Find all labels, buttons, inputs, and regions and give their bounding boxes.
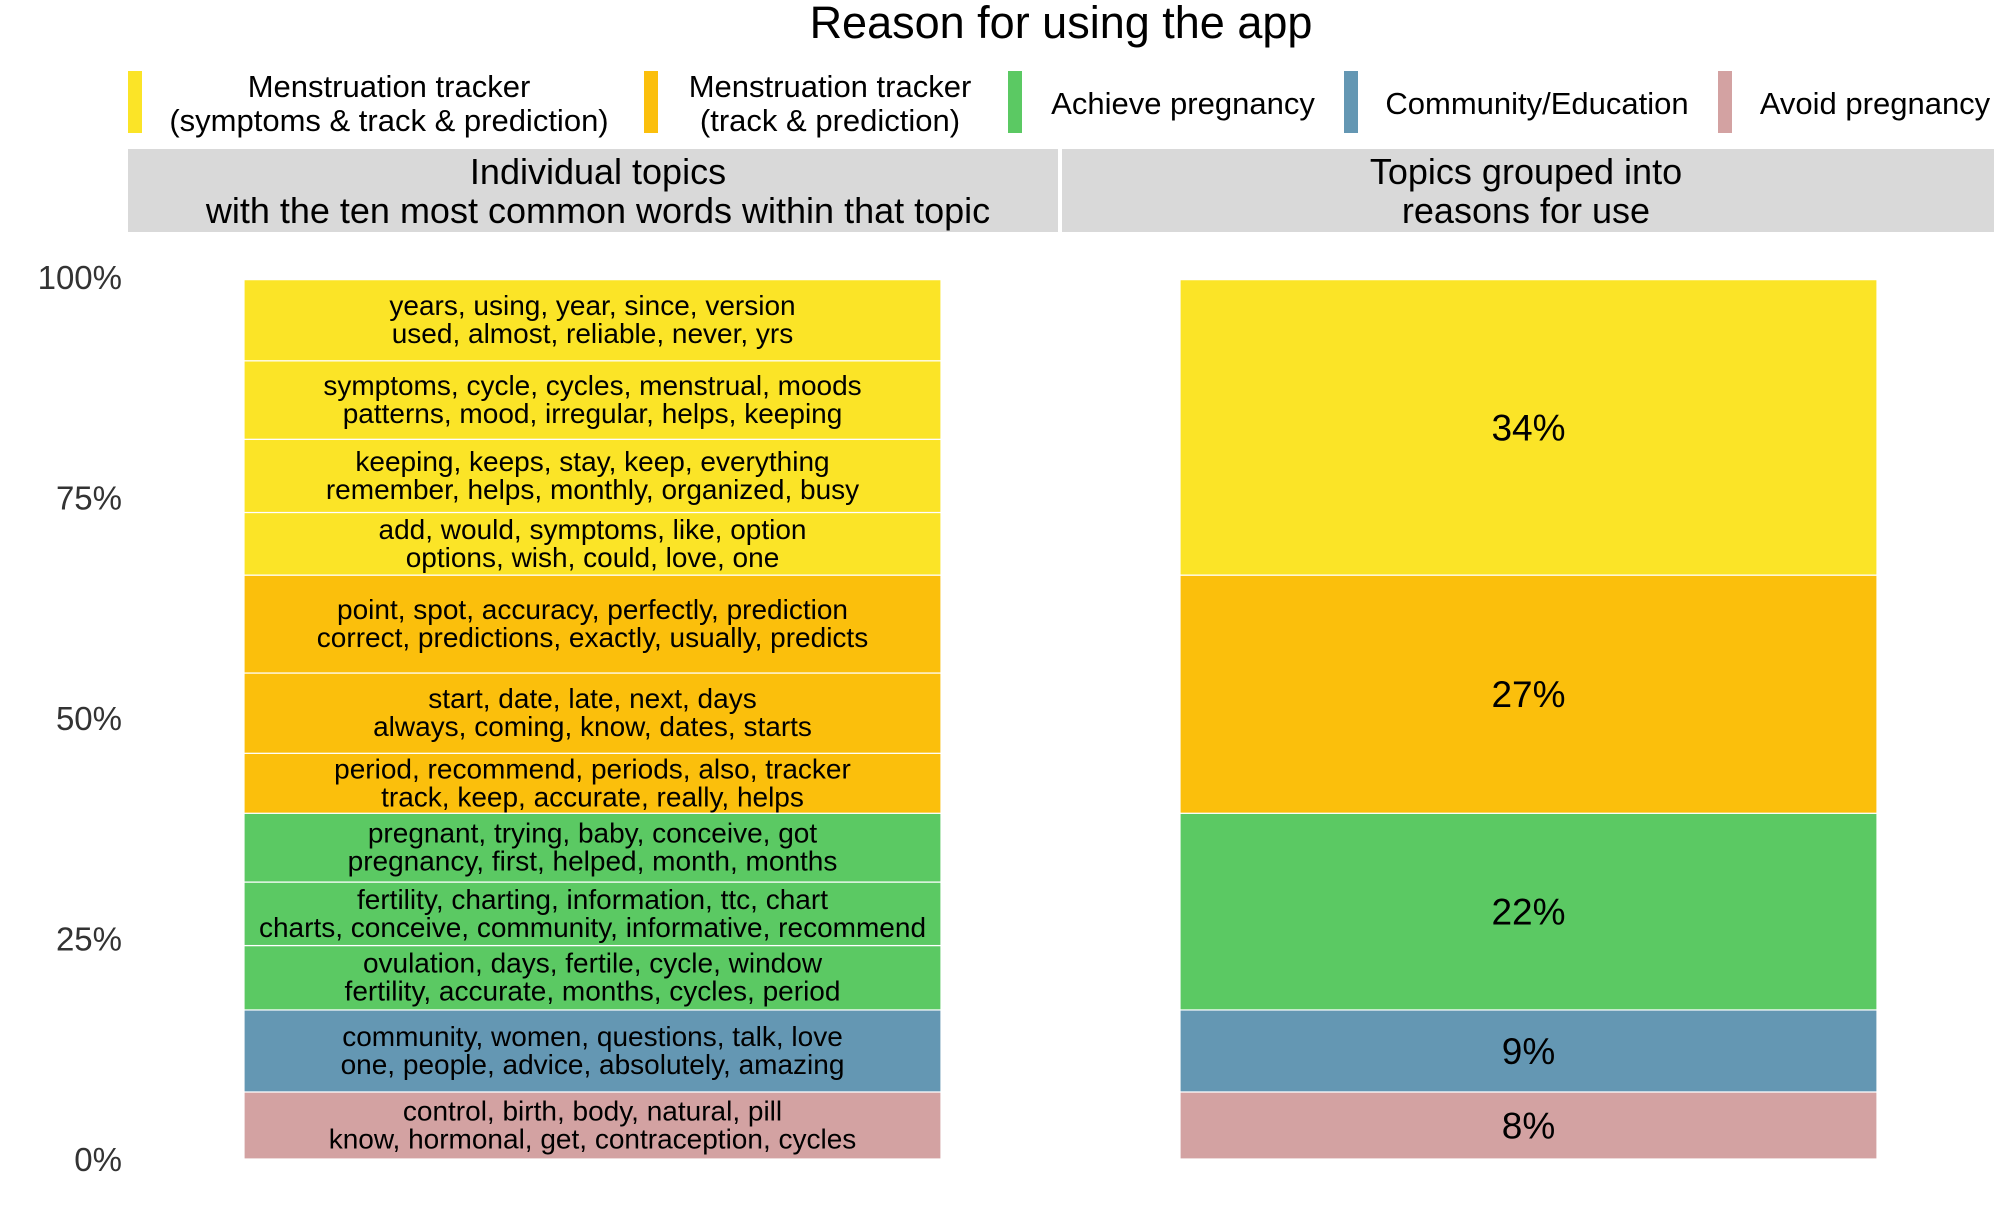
grouped-segment: 9% [1179, 1009, 1878, 1093]
topic-segment: add, would, symptoms, like, optionoption… [243, 511, 942, 576]
grouped-percent-label: 27% [1491, 674, 1565, 715]
topic-words-line: know, hormonal, get, contraception, cycl… [329, 1123, 857, 1154]
chart-title: Reason for using the app [810, 0, 1313, 48]
topic-bar-pregnancy [243, 812, 942, 883]
legend-label-track: Menstruation tracker [689, 69, 972, 104]
grouped-segment: 8% [1179, 1091, 1878, 1160]
topic-words-line: options, wish, could, love, one [406, 542, 780, 573]
topic-bar-pregnancy [243, 944, 942, 1011]
topic-words-line: one, people, advice, absolutely, amazing [341, 1049, 845, 1080]
legend-swatch-avoid [1718, 71, 1732, 133]
legend: Menstruation tracker(symptoms & track & … [128, 69, 1991, 138]
grouped-percent-label: 8% [1502, 1105, 1555, 1146]
y-tick-label: 50% [56, 700, 122, 737]
legend-swatch-symptoms [128, 71, 142, 133]
legend-item-symptoms: Menstruation tracker(symptoms & track & … [128, 69, 609, 138]
legend-label-community: Community/Education [1385, 86, 1688, 121]
topic-bar-symptoms [243, 438, 942, 514]
panel-header-label: Individual topics [470, 151, 726, 192]
legend-label-pregnancy: Achieve pregnancy [1051, 86, 1315, 121]
legend-swatch-community [1344, 71, 1358, 133]
topic-segment: years, using, year, since, versionused, … [243, 279, 942, 362]
topic-words-line: fertility, accurate, months, cycles, per… [345, 976, 841, 1007]
panel-header-background [128, 149, 1058, 232]
legend-item-community: Community/Education [1344, 71, 1689, 133]
topic-words-line: start, date, late, next, days [428, 683, 756, 714]
topic-words-line: charts, conceive, community, informative… [259, 912, 926, 943]
grouped-segment: 27% [1179, 574, 1878, 814]
topic-words-line: always, coming, know, dates, starts [373, 711, 812, 742]
y-tick-label: 0% [74, 1141, 122, 1178]
topic-words-line: correct, predictions, exactly, usually, … [317, 622, 868, 653]
topic-words-line: track, keep, accurate, really, helps [381, 781, 804, 812]
grouped-segment: 22% [1179, 812, 1878, 1011]
grouped-bar-symptoms [1179, 279, 1878, 576]
y-tick-label: 100% [38, 259, 122, 296]
individual-topics-stack: control, birth, body, natural, pillknow,… [243, 279, 942, 1160]
grouped-bar-community [1179, 1009, 1878, 1093]
legend-swatch-track [644, 71, 658, 133]
grouped-reasons-stack: 8% 9% 22% 27% 34% [1179, 279, 1878, 1160]
topic-segment: symptoms, cycle, cycles, menstrual, mood… [243, 360, 942, 440]
grouped-segment: 34% [1179, 279, 1878, 576]
y-tick-label: 25% [56, 921, 122, 958]
topic-segment: point, spot, accuracy, perfectly, predic… [243, 574, 942, 674]
topic-bar-track [243, 574, 942, 674]
y-axis: 0% 25% 50% 75% 100% [38, 259, 122, 1178]
grouped-bar-track [1179, 574, 1878, 814]
topic-words-line: used, almost, reliable, never, yrs [392, 318, 794, 349]
topic-bar-track [243, 672, 942, 754]
legend-label-avoid: Avoid pregnancy [1760, 86, 1991, 121]
legend-item-track: Menstruation tracker(track & prediction) [644, 69, 971, 138]
topic-bar-avoid [243, 1091, 942, 1160]
grouped-percent-label: 22% [1491, 892, 1565, 933]
topic-segment: control, birth, body, natural, pillknow,… [243, 1091, 942, 1160]
topic-bar-symptoms [243, 511, 942, 576]
legend-label-track: (track & prediction) [700, 103, 960, 138]
topic-bar-symptoms [243, 279, 942, 362]
topic-segment: ovulation, days, fertile, cycle, windowf… [243, 944, 942, 1011]
topic-words-line: years, using, year, since, version [389, 290, 795, 321]
legend-label-symptoms: Menstruation tracker [248, 69, 531, 104]
topic-words-line: control, birth, body, natural, pill [403, 1095, 782, 1126]
topic-bar-community [243, 1009, 942, 1093]
topic-words-line: remember, helps, monthly, organized, bus… [326, 474, 859, 505]
topic-words-line: community, women, questions, talk, love [342, 1021, 843, 1052]
topic-words-line: symptoms, cycle, cycles, menstrual, mood… [323, 370, 861, 401]
topic-segment: keeping, keeps, stay, keep, everythingre… [243, 438, 942, 514]
grouped-percent-label: 34% [1491, 407, 1565, 448]
topic-words-line: period, recommend, periods, also, tracke… [334, 753, 851, 784]
topic-bar-symptoms [243, 360, 942, 440]
topic-segment: community, women, questions, talk, loveo… [243, 1009, 942, 1093]
legend-label-symptoms: (symptoms & track & prediction) [169, 103, 608, 138]
topic-words-line: pregnant, trying, baby, conceive, got [368, 818, 818, 849]
topic-words-line: pregnancy, first, helped, month, months [348, 846, 838, 877]
legend-swatch-pregnancy [1008, 71, 1022, 133]
topic-segment: fertility, charting, information, ttc, c… [243, 881, 942, 947]
grouped-bar-pregnancy [1179, 812, 1878, 1011]
grouped-percent-label: 9% [1502, 1031, 1555, 1072]
panel-header-label: with the ten most common words within th… [205, 190, 990, 231]
panel-header-label: Topics grouped into [1370, 151, 1682, 192]
topic-words-line: add, would, symptoms, like, option [379, 514, 807, 545]
topic-segment: pregnant, trying, baby, conceive, gotpre… [243, 812, 942, 883]
topic-words-line: ovulation, days, fertile, cycle, window [363, 948, 823, 979]
topic-words-line: fertility, charting, information, ttc, c… [357, 884, 828, 915]
topic-words-line: keeping, keeps, stay, keep, everything [355, 446, 829, 477]
grouped-bar-avoid [1179, 1091, 1878, 1160]
topic-segment: period, recommend, periods, also, tracke… [243, 752, 942, 814]
panel-header-background [1062, 149, 1994, 232]
topic-words-line: patterns, mood, irregular, helps, keepin… [343, 398, 843, 429]
topic-words-line: point, spot, accuracy, perfectly, predic… [337, 594, 848, 625]
y-tick-label: 75% [56, 480, 122, 517]
topic-bar-track [243, 752, 942, 814]
panel-header-label: reasons for use [1402, 190, 1650, 231]
legend-item-avoid: Avoid pregnancy [1718, 71, 1991, 133]
legend-item-pregnancy: Achieve pregnancy [1008, 71, 1315, 133]
